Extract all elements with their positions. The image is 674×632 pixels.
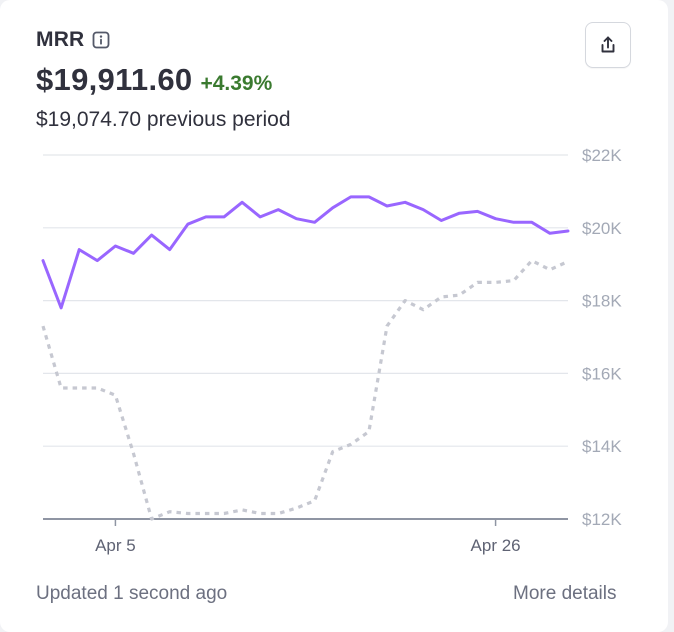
current-period-line [41,195,570,310]
value-row: $19,911.60 +4.39% [36,62,291,98]
info-icon[interactable] [92,31,110,49]
updated-status: Updated 1 second ago [36,583,228,604]
y-tick-labels: $12K $14K $16K $18K $20K $22K [582,146,622,529]
x-tick-label: Apr 26 [471,536,521,555]
y-tick-label: $16K [582,364,622,383]
previous-period-line [41,258,569,521]
mrr-line-chart: $12K $14K $16K $18K $20K $22K Apr 5 Apr 26 [41,146,622,555]
change-badge: +4.39% [200,72,273,95]
y-tick-label: $12K [582,510,622,529]
y-tick-label: $14K [582,437,622,456]
y-tick-label: $20K [582,219,622,238]
grid-lines [43,154,568,520]
previous-period: $19,074.70 previous period [36,108,291,131]
y-tick-label: $18K [582,292,622,311]
x-tick-label: Apr 5 [95,536,136,555]
metric-value: $19,911.60 [36,62,193,97]
series-lines [41,195,570,521]
y-tick-label: $22K [582,146,622,165]
export-button[interactable] [585,22,631,68]
more-details-link[interactable]: More details [513,583,617,604]
title-row: MRR [36,28,291,52]
x-ticks: Apr 5 Apr 26 [95,519,521,555]
metric-header: MRR $19,911.60 +4.39% $19,074.70 previou… [36,28,291,132]
share-export-icon [601,36,615,53]
metric-title: MRR [36,28,85,51]
